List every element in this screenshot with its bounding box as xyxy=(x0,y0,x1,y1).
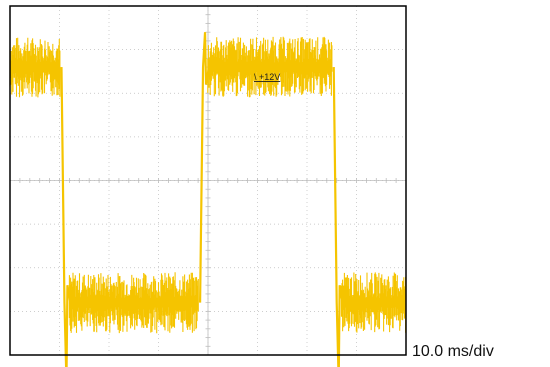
reference-marker-layer: \ +12V xyxy=(254,72,280,82)
timebase-label: 10.0 ms/div xyxy=(412,343,494,360)
falling-edge xyxy=(60,67,72,367)
scope-frame xyxy=(9,5,407,356)
falling-edge xyxy=(332,67,344,367)
reference-level-marker: \ +12V xyxy=(254,72,280,82)
rising-edge xyxy=(198,32,211,303)
